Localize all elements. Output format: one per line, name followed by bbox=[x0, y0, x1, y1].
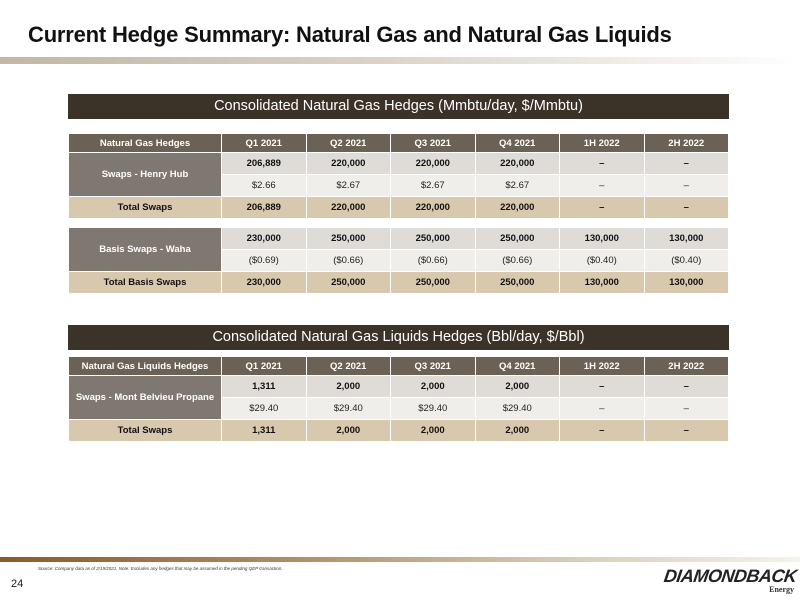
table-cell: – bbox=[643, 152, 729, 175]
table-cell: ($0.66) bbox=[305, 249, 391, 272]
price-row: $29.40 $29.40 $29.40 $29.40 – – bbox=[69, 397, 729, 420]
table-cell: $29.40 bbox=[390, 397, 476, 420]
table-cell: 250,000 bbox=[305, 227, 391, 250]
source-note: Source: Company data as of 2/19/2021. No… bbox=[38, 566, 283, 571]
table-cell: – bbox=[643, 375, 729, 398]
table-cell: $29.40 bbox=[474, 397, 560, 420]
table-cell: 250,000 bbox=[474, 227, 560, 250]
total-label: Total Swaps bbox=[68, 196, 222, 219]
row-label-mont-belvieu: Swaps - Mont Belvieu Propane bbox=[68, 375, 222, 420]
table-cell: 230,000 bbox=[221, 271, 307, 294]
column-header: 2H 2022 bbox=[643, 356, 729, 376]
total-label: Total Basis Swaps bbox=[68, 271, 222, 294]
table-cell: – bbox=[559, 375, 645, 398]
column-header: Natural Gas Liquids Hedges bbox=[68, 356, 222, 376]
table-cell: 250,000 bbox=[390, 227, 476, 250]
table-cell: $29.40 bbox=[305, 397, 391, 420]
table-cell: ($0.66) bbox=[474, 249, 560, 272]
table-cell: 2,000 bbox=[474, 419, 560, 442]
ngl-hedges-section: Consolidated Natural Gas Liquids Hedges … bbox=[68, 325, 729, 442]
volume-row: Swaps - Mont Belvieu Propane 1,311 2,000… bbox=[68, 375, 729, 420]
gas-hedges-banner: Consolidated Natural Gas Hedges (Mmbtu/d… bbox=[68, 94, 729, 119]
table-cell: 2,000 bbox=[390, 419, 476, 442]
table-cell: 206,889 bbox=[221, 152, 307, 175]
table-cell: – bbox=[559, 174, 645, 197]
table-cell: 1,311 bbox=[221, 375, 307, 398]
column-header: Q1 2021 bbox=[221, 356, 307, 376]
table-cell: $2.66 bbox=[221, 174, 307, 197]
table-cell: 2,000 bbox=[474, 375, 560, 398]
table-cell: 2,000 bbox=[390, 375, 476, 398]
column-header: Q4 2021 bbox=[474, 356, 560, 376]
table-cell: ($0.69) bbox=[221, 249, 307, 272]
table-cell: – bbox=[559, 419, 645, 442]
price-row: ($0.69) ($0.66) ($0.66) ($0.66) ($0.40) … bbox=[69, 249, 729, 272]
table-cell: – bbox=[559, 196, 645, 219]
table-cell: 1,311 bbox=[221, 419, 307, 442]
table-cell: $2.67 bbox=[305, 174, 391, 197]
table-header-row: Natural Gas Liquids Hedges Q1 2021 Q2 20… bbox=[68, 356, 729, 376]
table-cell: – bbox=[643, 397, 729, 420]
table-cell: 220,000 bbox=[390, 196, 476, 219]
column-header: 1H 2022 bbox=[559, 356, 645, 376]
table-cell: 130,000 bbox=[559, 271, 645, 294]
table-header-row: Natural Gas Hedges Q1 2021 Q2 2021 Q3 20… bbox=[68, 133, 729, 153]
table-cell: 230,000 bbox=[221, 227, 307, 250]
row-spacer bbox=[68, 218, 729, 228]
table-cell: 220,000 bbox=[474, 196, 560, 219]
volume-row: Basis Swaps - Waha 230,000 250,000 250,0… bbox=[68, 227, 729, 272]
table-cell: – bbox=[559, 152, 645, 175]
page-number: 24 bbox=[11, 578, 24, 590]
table-cell: 220,000 bbox=[474, 152, 560, 175]
table-cell: 250,000 bbox=[474, 271, 560, 294]
table-cell: – bbox=[643, 196, 729, 219]
table-cell: ($0.66) bbox=[390, 249, 476, 272]
logo-wordmark: DIAMONDBACK bbox=[662, 566, 798, 586]
total-row: Total Swaps 1,311 2,000 2,000 2,000 – – bbox=[68, 419, 729, 442]
table-cell: 250,000 bbox=[390, 271, 476, 294]
ngl-hedges-table: Natural Gas Liquids Hedges Q1 2021 Q2 20… bbox=[68, 356, 729, 442]
table-cell: ($0.40) bbox=[559, 249, 645, 272]
table-cell: 206,889 bbox=[221, 196, 307, 219]
total-label: Total Swaps bbox=[68, 419, 222, 442]
table-cell: $2.67 bbox=[474, 174, 560, 197]
column-header: 1H 2022 bbox=[559, 133, 645, 153]
title-rule bbox=[0, 57, 800, 64]
column-header: Q2 2021 bbox=[305, 356, 391, 376]
column-header: Q3 2021 bbox=[390, 133, 476, 153]
gas-hedges-table: Natural Gas Hedges Q1 2021 Q2 2021 Q3 20… bbox=[68, 133, 729, 294]
gas-hedges-section: Consolidated Natural Gas Hedges (Mmbtu/d… bbox=[68, 94, 729, 294]
column-header: Q3 2021 bbox=[390, 356, 476, 376]
table-cell: 250,000 bbox=[305, 271, 391, 294]
table-cell: 2,000 bbox=[305, 419, 391, 442]
total-row: Total Swaps 206,889 220,000 220,000 220,… bbox=[68, 196, 729, 219]
total-row: Total Basis Swaps 230,000 250,000 250,00… bbox=[68, 271, 729, 294]
table-cell: $29.40 bbox=[221, 397, 307, 420]
table-cell: – bbox=[643, 174, 729, 197]
table-cell: 2,000 bbox=[305, 375, 391, 398]
table-cell: 130,000 bbox=[643, 227, 729, 250]
table-cell: ($0.40) bbox=[643, 249, 729, 272]
table-cell: 220,000 bbox=[305, 196, 391, 219]
footer-rule bbox=[0, 557, 800, 562]
row-label-henry-hub: Swaps - Henry Hub bbox=[68, 152, 222, 197]
column-header: Q2 2021 bbox=[305, 133, 391, 153]
table-cell: – bbox=[643, 419, 729, 442]
volume-row: Swaps - Henry Hub 206,889 220,000 220,00… bbox=[68, 152, 729, 197]
table-cell: 130,000 bbox=[559, 227, 645, 250]
row-label-waha: Basis Swaps - Waha bbox=[68, 227, 222, 272]
column-header: 2H 2022 bbox=[643, 133, 729, 153]
company-logo: DIAMONDBACK Energy bbox=[632, 566, 798, 596]
column-header: Natural Gas Hedges bbox=[68, 133, 222, 153]
table-cell: 220,000 bbox=[390, 152, 476, 175]
table-cell: – bbox=[559, 397, 645, 420]
table-cell: $2.67 bbox=[390, 174, 476, 197]
column-header: Q4 2021 bbox=[474, 133, 560, 153]
column-header: Q1 2021 bbox=[221, 133, 307, 153]
page-title: Current Hedge Summary: Natural Gas and N… bbox=[28, 22, 672, 47]
table-cell: 130,000 bbox=[643, 271, 729, 294]
ngl-hedges-banner: Consolidated Natural Gas Liquids Hedges … bbox=[68, 325, 729, 350]
logo-subtext: Energy bbox=[769, 585, 794, 594]
table-cell: 220,000 bbox=[305, 152, 391, 175]
